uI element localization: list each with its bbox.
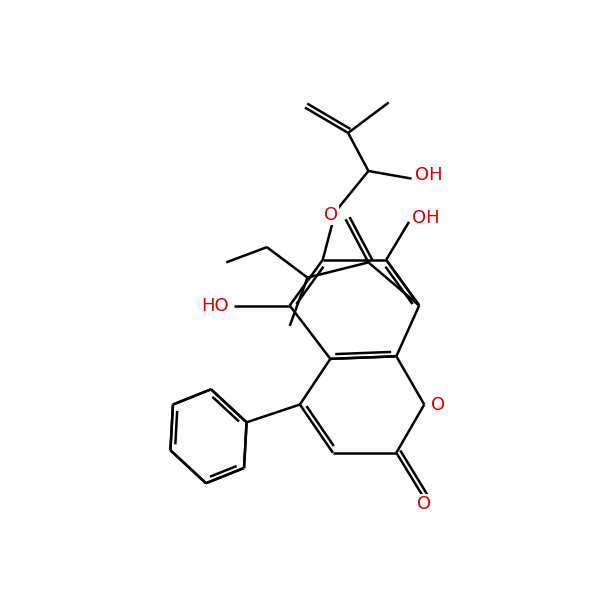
Text: O: O	[324, 206, 338, 224]
Text: OH: OH	[415, 166, 443, 184]
Text: OH: OH	[412, 209, 440, 227]
Text: O: O	[417, 494, 431, 512]
Text: HO: HO	[201, 296, 229, 314]
Text: O: O	[431, 395, 446, 413]
